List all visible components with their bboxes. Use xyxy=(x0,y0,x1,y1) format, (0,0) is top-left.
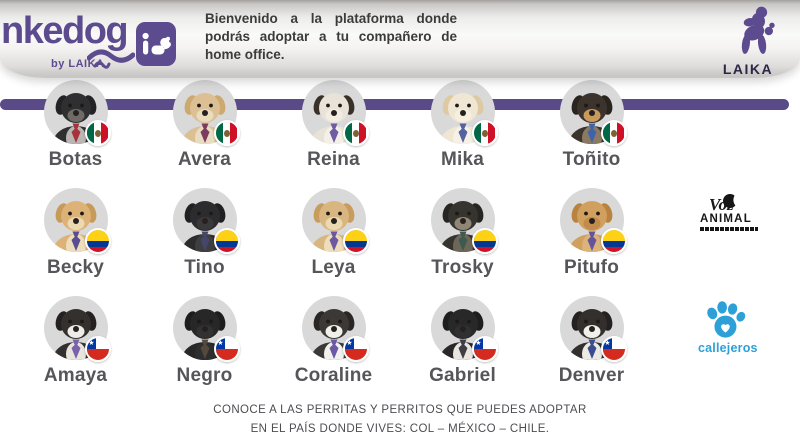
dog-photo xyxy=(310,309,357,360)
dog-avatar[interactable] xyxy=(43,80,111,146)
country-flag-icon xyxy=(471,120,498,146)
voz-animal-line1: Voz xyxy=(709,195,734,214)
country-flag-icon: ★ xyxy=(213,336,240,362)
country-flag-icon: ★ xyxy=(471,336,498,362)
welcome-text: Bienvenido a la plataforma donde podrás … xyxy=(205,11,457,62)
dog-name: Tino xyxy=(184,257,225,278)
country-flag-icon xyxy=(213,228,240,254)
country-flag-icon: ★ xyxy=(342,336,369,362)
footer-line2: EN EL PAÍS DONDE VIVES: COL – MÉXICO – C… xyxy=(250,423,550,435)
dog-card-avera[interactable]: Avera xyxy=(140,80,269,188)
dog-card-leya[interactable]: Leya xyxy=(269,188,398,296)
dog-avatar[interactable] xyxy=(559,80,627,146)
dog-card-toñito[interactable]: Toñito xyxy=(527,80,656,188)
dog-grid: Botas Avera xyxy=(11,80,656,404)
paw-heart-icon xyxy=(707,301,746,338)
dog-in-badge-icon xyxy=(142,32,171,55)
country-flag-icon xyxy=(600,120,627,146)
dog-card-amaya[interactable]: ★ Amaya xyxy=(11,296,140,404)
dog-avatar[interactable]: ★ xyxy=(559,296,627,362)
dog-avatar[interactable] xyxy=(430,188,498,254)
balloon-dog-icon xyxy=(741,6,775,54)
dog-name: Reina xyxy=(307,149,360,170)
dog-card-pitufo[interactable]: Pitufo xyxy=(527,188,656,296)
dog-card-mika[interactable]: Mika xyxy=(398,80,527,188)
dog-avatar[interactable] xyxy=(430,80,498,146)
dog-avatar[interactable]: ★ xyxy=(43,296,111,362)
country-flag-icon xyxy=(342,120,369,146)
dog-name: Botas xyxy=(48,149,103,170)
dog-card-denver[interactable]: ★ Denver xyxy=(527,296,656,404)
dog-card-coraline[interactable]: ★ Coraline xyxy=(269,296,398,404)
dog-row-co: Becky Tino xyxy=(11,188,656,296)
moon-icon xyxy=(723,194,736,208)
dog-photo xyxy=(52,93,99,144)
callejeros-logo: callejeros xyxy=(698,300,758,355)
byline-squiggle-icon xyxy=(93,61,111,69)
dog-photo xyxy=(310,93,357,144)
dog-avatar[interactable]: ★ xyxy=(172,296,240,362)
linkedog-logo[interactable]: nkedog by LAIKA xyxy=(0,6,205,72)
dog-avatar[interactable]: ★ xyxy=(430,296,498,362)
dog-name: Toñito xyxy=(562,149,621,170)
callejeros-label: callejeros xyxy=(698,341,758,355)
country-flag-icon xyxy=(213,120,240,146)
dog-row-cl: ★ Amaya ★ Negro xyxy=(11,296,656,404)
dog-name: Denver xyxy=(558,365,625,386)
dog-photo xyxy=(52,309,99,360)
dog-card-reina[interactable]: Reina xyxy=(269,80,398,188)
country-flag-icon: ★ xyxy=(600,336,627,362)
footer-line1: CONOCE A LAS PERRITAS Y PERRITOS QUE PUE… xyxy=(213,404,587,416)
dog-avatar[interactable]: ★ xyxy=(301,296,369,362)
dog-avatar[interactable] xyxy=(559,188,627,254)
header-banner: nkedog by LAIKA xyxy=(0,0,800,78)
dog-row-mx: Botas Avera xyxy=(11,80,656,188)
dog-name: Coraline xyxy=(294,365,373,386)
linkedog-wordmark: nkedog xyxy=(1,10,129,52)
country-flag-icon xyxy=(342,228,369,254)
voz-animal-line2: ANIMAL xyxy=(700,213,752,225)
accent-bar xyxy=(0,99,789,110)
dog-photo xyxy=(568,93,615,144)
dog-card-trosky[interactable]: Trosky xyxy=(398,188,527,296)
country-flag-icon: ★ xyxy=(84,336,111,362)
voz-animal-bar xyxy=(700,226,758,231)
dog-name: Mika xyxy=(440,149,485,170)
country-flag-icon xyxy=(84,120,111,146)
dog-name: Pitufo xyxy=(563,257,620,278)
dog-photo xyxy=(568,201,615,252)
dog-avatar[interactable] xyxy=(301,188,369,254)
dog-avatar[interactable] xyxy=(43,188,111,254)
voz-animal-logo: Voz ANIMAL xyxy=(700,194,766,231)
dog-card-becky[interactable]: Becky xyxy=(11,188,140,296)
country-flag-icon xyxy=(600,228,627,254)
linkedog-in-badge xyxy=(136,22,176,66)
dog-card-botas[interactable]: Botas xyxy=(11,80,140,188)
dog-avatar[interactable] xyxy=(301,80,369,146)
dog-card-tino[interactable]: Tino xyxy=(140,188,269,296)
dog-name: Leya xyxy=(311,257,356,278)
laika-wordmark: LAIKA xyxy=(722,61,774,77)
dog-name: Trosky xyxy=(431,257,494,278)
dog-card-gabriel[interactable]: ★ Gabriel xyxy=(398,296,527,404)
dog-name: Becky xyxy=(47,257,104,278)
logo-tail-squiggle-icon xyxy=(87,49,135,63)
country-flag-icon xyxy=(84,228,111,254)
laika-logo: LAIKA xyxy=(716,5,780,77)
dog-name: Amaya xyxy=(43,365,108,386)
country-flag-icon xyxy=(471,228,498,254)
dog-name: Negro xyxy=(176,365,233,386)
dog-name: Avera xyxy=(177,149,232,170)
dog-avatar[interactable] xyxy=(172,188,240,254)
footer-note: CONOCE A LAS PERRITAS Y PERRITOS QUE PUE… xyxy=(0,401,800,439)
dog-avatar[interactable] xyxy=(172,80,240,146)
logo-byline: by LAIKA xyxy=(51,58,105,70)
dog-card-negro[interactable]: ★ Negro xyxy=(140,296,269,404)
dog-name: Gabriel xyxy=(429,365,496,386)
